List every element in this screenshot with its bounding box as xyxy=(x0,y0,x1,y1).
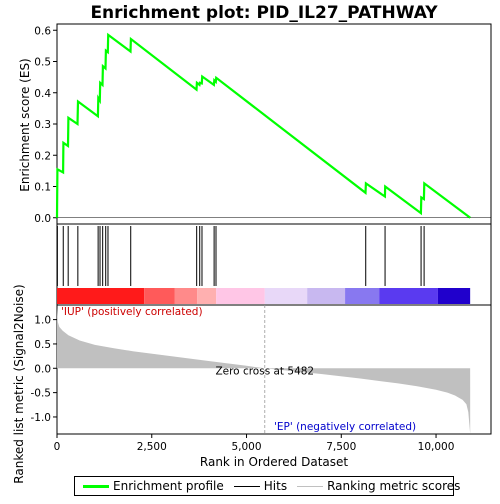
x-axis-label: Rank in Ordered Dataset xyxy=(200,455,348,469)
es-panel: 0.0 0.1 0.2 0.3 0.4 0.5 0.6 Enrichment score (… xyxy=(18,23,492,225)
hits-panel xyxy=(56,223,492,306)
metric-panel: -1.0 -0.5 0.0 0.5 1.0 'IUP' (positively corr… xyxy=(12,284,492,484)
x-tick-label: 2,500 xyxy=(137,441,167,453)
legend-swatch-ranking xyxy=(297,485,324,487)
metric-ytick-label: 0.5 xyxy=(34,339,51,351)
heatmap-segment xyxy=(174,288,198,304)
heatmap-segment xyxy=(144,288,175,304)
legend-label-ranking-metric: Ranking metric scores xyxy=(327,479,461,493)
es-panel-frame xyxy=(56,23,492,225)
heatmap-segment xyxy=(437,288,471,304)
x-tick-label: 10,000 xyxy=(418,441,455,453)
ranking-metric-area xyxy=(57,307,471,434)
positive-correlation-label: 'IUP' (positively correlated) xyxy=(61,306,203,318)
x-tick-label: 7,500 xyxy=(326,441,356,453)
legend-item-hits: Hits xyxy=(233,479,288,493)
metric-ytick-label: -0.5 xyxy=(31,388,52,400)
es-ytick-label: 0.5 xyxy=(34,57,51,69)
metric-ytick-label: -1.0 xyxy=(31,412,52,424)
legend-label-hits: Hits xyxy=(263,479,288,493)
heatmap-segment xyxy=(345,288,380,304)
es-ytick-label: 0.4 xyxy=(34,88,51,100)
heatmap-segment xyxy=(379,288,438,304)
legend-item-ranking-metric: Ranking metric scores xyxy=(297,479,460,493)
x-tick-label: 0 xyxy=(54,441,61,453)
metric-ytick-label: 1.0 xyxy=(34,315,51,327)
legend-label-enrichment-profile: Enrichment profile xyxy=(113,479,224,493)
es-ytick-label: 0.3 xyxy=(34,119,51,131)
chart-title: Enrichment plot: PID_IL27_PATHWAY xyxy=(90,3,438,23)
es-ylabel: Enrichment score (ES) xyxy=(18,58,32,191)
heatmap-segment xyxy=(264,288,308,304)
metric-ytick-label: 0.0 xyxy=(34,363,51,375)
es-ytick-label: 0.6 xyxy=(34,25,51,37)
es-ytick-label: 0.2 xyxy=(34,150,51,162)
legend-swatch-enrichment xyxy=(83,484,109,488)
negative-correlation-label: 'EP' (negatively correlated) xyxy=(274,421,416,433)
legend-item-enrichment-profile: Enrichment profile xyxy=(83,479,224,493)
heatmap-segment xyxy=(216,288,265,304)
legend-swatch-hits xyxy=(233,485,260,487)
es-ytick-label: 0.0 xyxy=(34,213,51,225)
es-ytick-label: 0.1 xyxy=(34,182,51,194)
zero-cross-label: Zero cross at 5482 xyxy=(215,365,314,377)
legend: Enrichment profile Hits Ranking metric s… xyxy=(74,476,460,496)
enrichment-profile-line xyxy=(55,32,471,219)
heatmap-segment xyxy=(307,288,346,304)
x-tick-label: 5,000 xyxy=(231,441,261,453)
heatmap-segment xyxy=(57,288,145,304)
heatmap-segment xyxy=(197,288,217,304)
metric-ylabel: Ranked list metric (Signal2Noise) xyxy=(12,284,26,483)
